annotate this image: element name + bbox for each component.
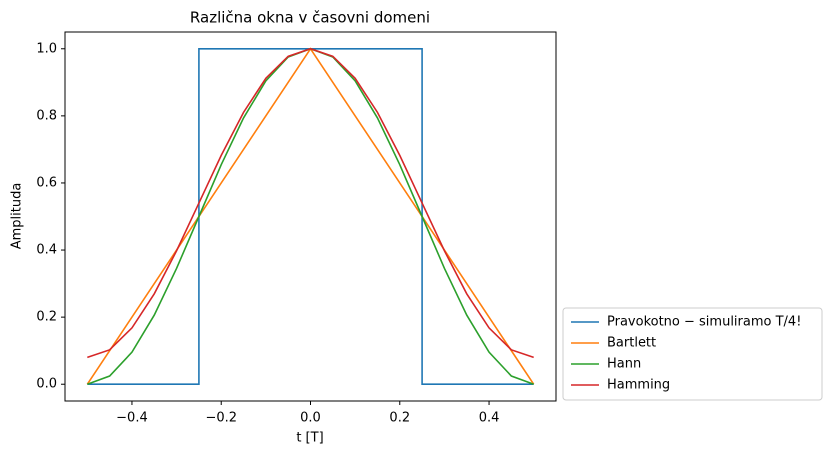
y-tick-label: 1.0 [36,41,57,56]
x-tick-label: −0.2 [205,411,237,426]
y-tick-label: 0.4 [36,243,57,258]
legend-box [562,307,823,401]
legend-label: Hamming [607,378,670,393]
y-tick-label: 0.0 [36,377,57,392]
y-tick-label: 0.6 [36,175,57,190]
x-tick-label: 0.4 [479,411,500,426]
plot-frame [64,31,557,402]
y-tick-label: 0.8 [36,108,57,123]
legend-label: Hann [607,357,641,372]
x-tick-label: 0.2 [389,411,410,426]
legend-label: Bartlett [607,336,656,351]
x-axis-label: t [T] [296,431,323,446]
series-line [86,47,535,385]
legend-label: Pravokotno − simuliramo T/4! [607,315,801,330]
y-tick-label: 0.2 [36,310,57,325]
y-axis-label: Amplituda [10,183,25,250]
x-tick-label: −0.4 [116,411,148,426]
series-line [87,47,534,385]
series-line [87,47,534,359]
series-line [87,47,534,386]
x-tick-label: 0.0 [300,411,321,426]
chart-title: Različna okna v časovni domeni [190,9,430,27]
